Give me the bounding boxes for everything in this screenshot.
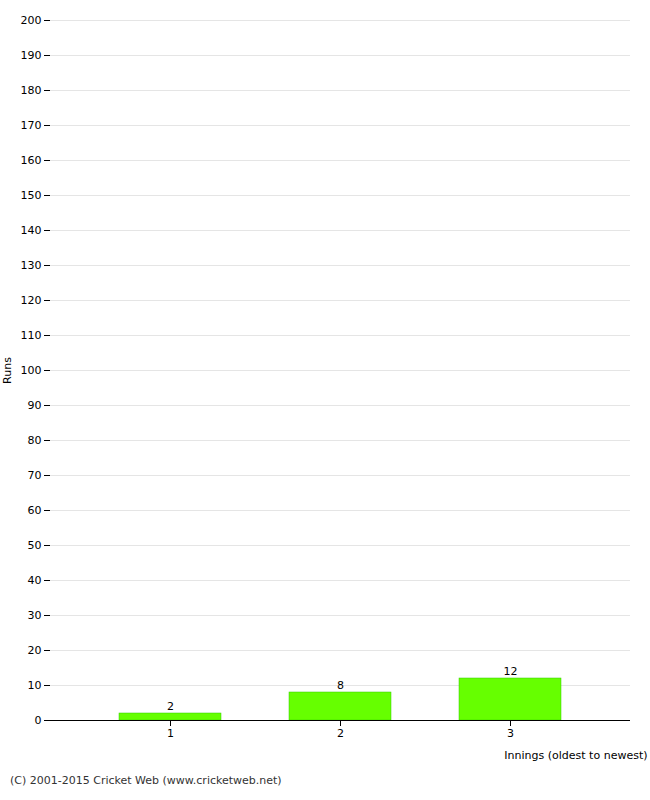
- svg-text:Runs: Runs: [1, 357, 14, 384]
- svg-text:3: 3: [507, 727, 514, 740]
- svg-text:120: 120: [21, 294, 42, 307]
- svg-text:2: 2: [337, 727, 344, 740]
- svg-text:0: 0: [35, 714, 42, 727]
- svg-text:8: 8: [337, 679, 344, 692]
- svg-text:140: 140: [21, 224, 42, 237]
- svg-text:80: 80: [28, 434, 42, 447]
- svg-text:50: 50: [28, 539, 42, 552]
- svg-text:40: 40: [28, 574, 42, 587]
- svg-text:20: 20: [28, 644, 42, 657]
- svg-text:150: 150: [21, 189, 42, 202]
- svg-text:190: 190: [21, 49, 42, 62]
- svg-text:180: 180: [21, 84, 42, 97]
- html-text:(C) 2001-2015 Cricket Web (www: (C) 2001-2015 Cricket Web (www.cricketwe…: [10, 774, 282, 787]
- svg-text:2: 2: [167, 700, 174, 713]
- svg-text:170: 170: [21, 119, 42, 132]
- svg-text:12: 12: [504, 665, 518, 678]
- svg-text:10: 10: [28, 679, 42, 692]
- svg-text:200: 200: [21, 14, 42, 27]
- svg-text:110: 110: [21, 329, 42, 342]
- svg-text:130: 130: [21, 259, 42, 272]
- svg-text:70: 70: [28, 469, 42, 482]
- svg-text:160: 160: [21, 154, 42, 167]
- svg-text:1: 1: [167, 727, 174, 740]
- svg-text:Innings (oldest to newest): Innings (oldest to newest): [504, 749, 647, 762]
- svg-text:60: 60: [28, 504, 42, 517]
- svg-text:100: 100: [21, 364, 42, 377]
- svg-text:30: 30: [28, 609, 42, 622]
- svg-text:90: 90: [28, 399, 42, 412]
